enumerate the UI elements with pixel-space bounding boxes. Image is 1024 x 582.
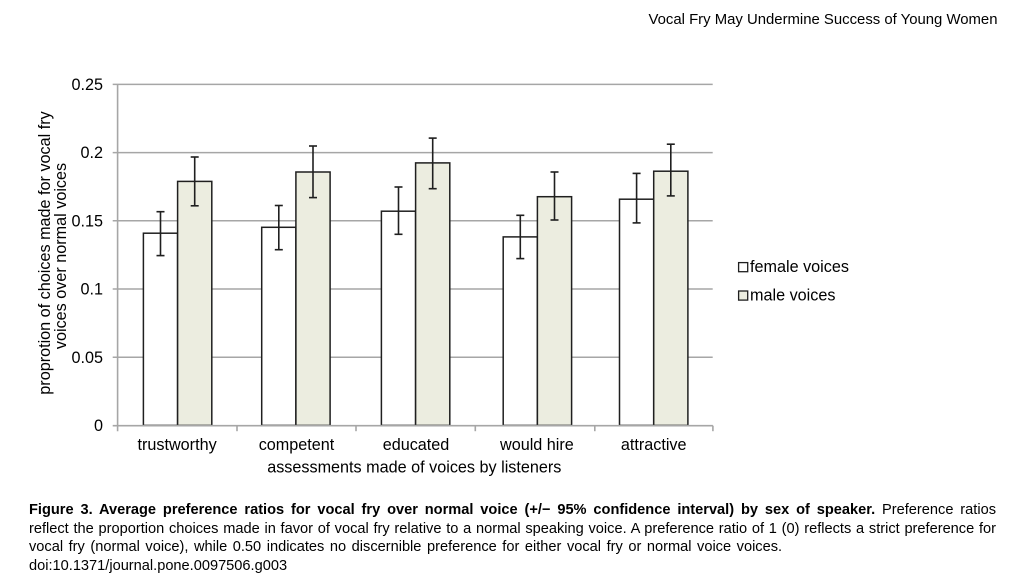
svg-text:assessments made of voices by: assessments made of voices by listeners bbox=[267, 458, 561, 476]
svg-text:trustworthy: trustworthy bbox=[138, 436, 218, 454]
svg-text:0.1: 0.1 bbox=[80, 281, 103, 299]
svg-text:0.25: 0.25 bbox=[71, 76, 103, 94]
svg-text:0: 0 bbox=[94, 417, 103, 435]
svg-text:attractive: attractive bbox=[621, 436, 687, 454]
svg-text:0.05: 0.05 bbox=[71, 349, 103, 367]
svg-text:competent: competent bbox=[259, 436, 335, 454]
svg-text:voices over normal voices: voices over normal voices bbox=[52, 163, 70, 349]
svg-text:0.2: 0.2 bbox=[80, 144, 103, 162]
svg-text:0.15: 0.15 bbox=[71, 212, 103, 230]
svg-text:proprotion of choices made for: proprotion of choices made for vocal fry bbox=[36, 110, 54, 394]
svg-text:would hire: would hire bbox=[499, 436, 574, 454]
svg-text:female voices: female voices bbox=[750, 258, 849, 276]
svg-text:educated: educated bbox=[383, 436, 450, 454]
svg-text:male voices: male voices bbox=[750, 287, 835, 305]
